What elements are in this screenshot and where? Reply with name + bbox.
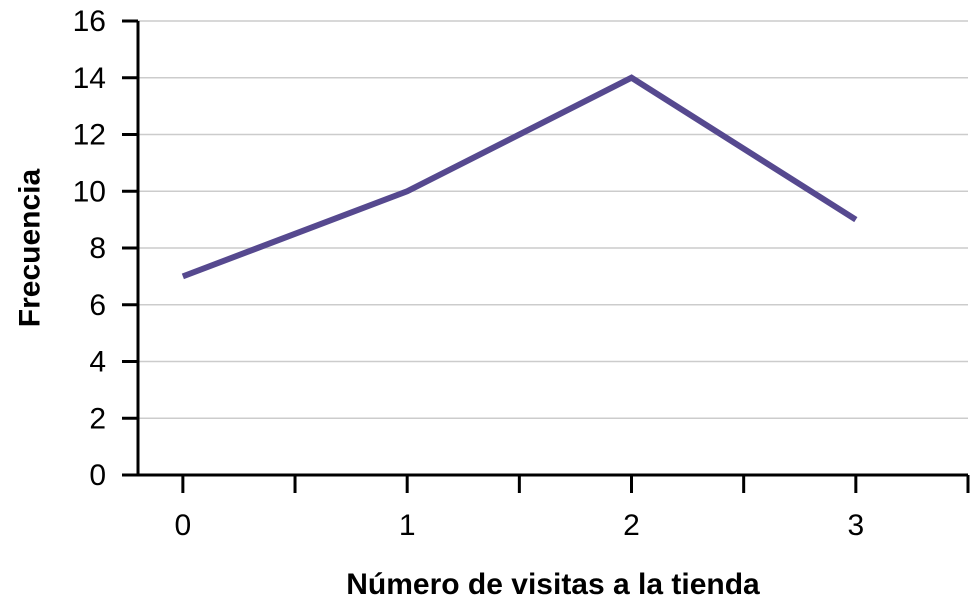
y-tick-label: 10 [73,175,106,208]
y-tick-label: 4 [89,346,106,379]
y-axis-ticks: 0 2 4 6 8 10 12 14 16 [73,5,138,492]
x-tick-label: 1 [399,509,416,542]
x-tick-label: 0 [175,509,192,542]
y-tick-label: 14 [73,62,106,95]
x-tick-label: 3 [847,509,864,542]
series-line [181,74,858,280]
gridlines [138,20,968,419]
x-axis-ticks: 0 1 2 3 [175,475,970,542]
y-tick-label: 8 [89,232,106,265]
y-tick-label: 16 [73,5,106,38]
x-axis-title: Número de visitas a la tienda [346,568,760,601]
y-tick-label: 2 [89,402,106,435]
y-axis-title: Frecuencia [14,168,47,327]
series [181,74,858,280]
y-tick-label: 0 [89,459,106,492]
y-tick-label: 12 [73,119,106,152]
x-tick-label: 2 [623,509,640,542]
y-tick-label: 6 [89,289,106,322]
